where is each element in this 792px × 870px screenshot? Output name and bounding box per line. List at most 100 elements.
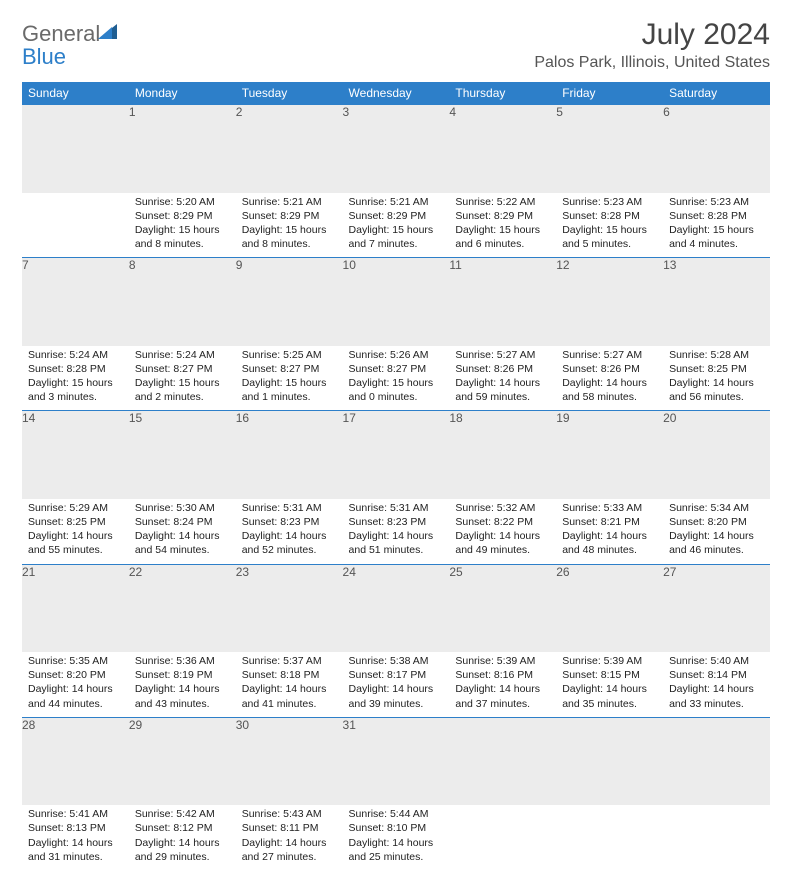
daylight-line: Daylight: 14 hours and 51 minutes. — [349, 529, 444, 557]
daynum-row: 14151617181920 — [22, 411, 770, 499]
day-cell: Sunrise: 5:23 AMSunset: 8:28 PMDaylight:… — [663, 193, 770, 258]
daylight-line: Daylight: 15 hours and 1 minutes. — [242, 376, 337, 404]
day-number: 10 — [343, 258, 450, 346]
daylight-line: Daylight: 14 hours and 31 minutes. — [28, 836, 123, 864]
daylight-line: Daylight: 14 hours and 46 minutes. — [669, 529, 764, 557]
sunrise-line: Sunrise: 5:40 AM — [669, 654, 764, 668]
daylight-line: Daylight: 14 hours and 59 minutes. — [455, 376, 550, 404]
sunrise-line: Sunrise: 5:24 AM — [28, 348, 123, 362]
sunrise-line: Sunrise: 5:30 AM — [135, 501, 230, 515]
sunrise-line: Sunrise: 5:21 AM — [349, 195, 444, 209]
day-cell: Sunrise: 5:29 AMSunset: 8:25 PMDaylight:… — [22, 499, 129, 564]
brand-logo: General Blue — [22, 18, 120, 68]
sunset-line: Sunset: 8:25 PM — [669, 362, 764, 376]
daylight-line: Daylight: 15 hours and 6 minutes. — [455, 223, 550, 251]
sunrise-line: Sunrise: 5:21 AM — [242, 195, 337, 209]
day-cell: Sunrise: 5:27 AMSunset: 8:26 PMDaylight:… — [556, 346, 663, 411]
weekday-header: Friday — [556, 82, 663, 105]
sunset-line: Sunset: 8:29 PM — [135, 209, 230, 223]
sunrise-line: Sunrise: 5:39 AM — [455, 654, 550, 668]
day-cell: Sunrise: 5:42 AMSunset: 8:12 PMDaylight:… — [129, 805, 236, 870]
sunset-line: Sunset: 8:23 PM — [242, 515, 337, 529]
daylight-line: Daylight: 14 hours and 41 minutes. — [242, 682, 337, 710]
day-number: 15 — [129, 411, 236, 499]
sunrise-line: Sunrise: 5:35 AM — [28, 654, 123, 668]
sunrise-line: Sunrise: 5:36 AM — [135, 654, 230, 668]
sunrise-line: Sunrise: 5:27 AM — [562, 348, 657, 362]
sunset-line: Sunset: 8:29 PM — [349, 209, 444, 223]
daynum-row: 28293031 — [22, 717, 770, 805]
sunset-line: Sunset: 8:21 PM — [562, 515, 657, 529]
day-number: 6 — [663, 105, 770, 193]
sunrise-line: Sunrise: 5:23 AM — [669, 195, 764, 209]
daylight-line: Daylight: 15 hours and 8 minutes. — [135, 223, 230, 251]
day-number: 31 — [343, 717, 450, 805]
sail-icon — [98, 22, 120, 45]
daylight-line: Daylight: 14 hours and 52 minutes. — [242, 529, 337, 557]
day-cell: Sunrise: 5:32 AMSunset: 8:22 PMDaylight:… — [449, 499, 556, 564]
day-cell: Sunrise: 5:35 AMSunset: 8:20 PMDaylight:… — [22, 652, 129, 717]
day-number: 20 — [663, 411, 770, 499]
sunrise-line: Sunrise: 5:31 AM — [349, 501, 444, 515]
daylight-line: Daylight: 14 hours and 27 minutes. — [242, 836, 337, 864]
title-block: July 2024 Palos Park, Illinois, United S… — [534, 18, 770, 72]
day-number: 12 — [556, 258, 663, 346]
daylight-line: Daylight: 14 hours and 55 minutes. — [28, 529, 123, 557]
daybody-row: Sunrise: 5:24 AMSunset: 8:28 PM Daylight:… — [22, 346, 770, 411]
calendar-body: 123456Sunrise: 5:20 AMSunset: 8:29 PMDay… — [22, 105, 770, 870]
sunrise-line: Sunrise: 5:33 AM — [562, 501, 657, 515]
page-title: July 2024 — [534, 18, 770, 52]
sunset-line: Sunset: 8:10 PM — [349, 821, 444, 835]
day-cell: Sunrise: 5:37 AMSunset: 8:18 PMDaylight:… — [236, 652, 343, 717]
sunset-line: Sunset: 8:12 PM — [135, 821, 230, 835]
sunrise-line: Sunrise: 5:34 AM — [669, 501, 764, 515]
day-cell: Sunrise: 5:23 AMSunset: 8:28 PMDaylight:… — [556, 193, 663, 258]
day-cell: Sunrise: 5:21 AMSunset: 8:29 PMDaylight:… — [236, 193, 343, 258]
daybody-row: Sunrise: 5:35 AMSunset: 8:20 PMDaylight:… — [22, 652, 770, 717]
sunset-line: Sunset: 8:20 PM — [669, 515, 764, 529]
daylight-line: Daylight: 14 hours and 25 minutes. — [349, 836, 444, 864]
day-number: 3 — [343, 105, 450, 193]
sunset-line: Sunset: 8:16 PM — [455, 668, 550, 682]
day-cell: Sunrise: 5:41 AMSunset: 8:13 PMDaylight:… — [22, 805, 129, 870]
sunrise-line: Sunrise: 5:31 AM — [242, 501, 337, 515]
day-cell: Sunrise: 5:27 AMSunset: 8:26 PMDaylight:… — [449, 346, 556, 411]
day-number: 14 — [22, 411, 129, 499]
day-cell: Sunrise: 5:43 AMSunset: 8:11 PMDaylight:… — [236, 805, 343, 870]
daynum-row: 78910111213 — [22, 258, 770, 346]
day-cell: Sunrise: 5:20 AMSunset: 8:29 PMDaylight:… — [129, 193, 236, 258]
daylight-line: Daylight: 14 hours and 56 minutes. — [669, 376, 764, 404]
sunrise-line: Sunrise: 5:42 AM — [135, 807, 230, 821]
day-number: 13 — [663, 258, 770, 346]
sunrise-line: Sunrise: 5:23 AM — [562, 195, 657, 209]
sunrise-line: Sunrise: 5:32 AM — [455, 501, 550, 515]
sunrise-line: Sunrise: 5:22 AM — [455, 195, 550, 209]
sunset-line: Sunset: 8:18 PM — [242, 668, 337, 682]
day-number — [22, 105, 129, 193]
brand-text: General Blue — [22, 22, 120, 68]
day-cell: Sunrise: 5:34 AMSunset: 8:20 PMDaylight:… — [663, 499, 770, 564]
daylight-line: Daylight: 14 hours and 39 minutes. — [349, 682, 444, 710]
weekday-header: Monday — [129, 82, 236, 105]
day-cell — [556, 805, 663, 870]
day-number: 26 — [556, 564, 663, 652]
calendar-table: Sunday Monday Tuesday Wednesday Thursday… — [22, 82, 770, 870]
sunset-line: Sunset: 8:26 PM — [562, 362, 657, 376]
day-number: 24 — [343, 564, 450, 652]
day-number: 16 — [236, 411, 343, 499]
day-cell: Sunrise: 5:28 AMSunset: 8:25 PMDaylight:… — [663, 346, 770, 411]
brand-word2: Blue — [22, 44, 66, 69]
day-cell: Sunrise: 5:44 AMSunset: 8:10 PMDaylight:… — [343, 805, 450, 870]
daylight-line: Daylight: 14 hours and 37 minutes. — [455, 682, 550, 710]
daylight-line: Daylight: 15 hours and 2 minutes. — [135, 376, 230, 404]
daylight-line: Daylight: 15 hours and 8 minutes. — [242, 223, 337, 251]
day-cell — [449, 805, 556, 870]
day-cell — [22, 193, 129, 258]
daylight-line: Daylight: 15 hours and 4 minutes. — [669, 223, 764, 251]
weekday-header: Thursday — [449, 82, 556, 105]
day-cell: Sunrise: 5:25 AMSunset: 8:27 PMDaylight:… — [236, 346, 343, 411]
sunrise-line: Sunrise: 5:37 AM — [242, 654, 337, 668]
sunset-line: Sunset: 8:28 PM — [28, 362, 123, 376]
sunset-line: Sunset: 8:17 PM — [349, 668, 444, 682]
day-number — [449, 717, 556, 805]
